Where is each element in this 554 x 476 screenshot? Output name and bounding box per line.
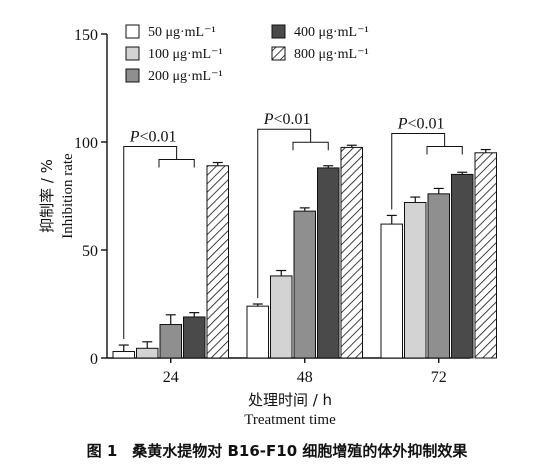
y-tick-label: 0 [90, 351, 98, 368]
bar [293, 210, 316, 359]
p-value-label: P<0.01 [397, 116, 445, 133]
x-tick-label: 48 [297, 369, 313, 386]
x-tick-label: 72 [431, 369, 447, 386]
legend-label: 50 μg·mL⁻¹ [148, 25, 216, 40]
legend-swatch [271, 46, 286, 61]
annotations: P<0.01 P<0.01 P<0.01 [123, 111, 463, 340]
p-value-label: P<0.01 [263, 111, 311, 128]
significance-bracket [292, 141, 329, 151]
legend-label: 400 μg·mL⁻¹ [294, 25, 369, 40]
legend-label: 100 μg·mL⁻¹ [148, 47, 223, 62]
significance-bracket [257, 128, 312, 298]
bar [427, 193, 450, 359]
x-tick-label: 24 [163, 369, 179, 386]
y-tick-label: 150 [74, 27, 98, 44]
legend-swatch [125, 24, 140, 39]
bars [112, 144, 497, 359]
legend-label: 800 μg·mL⁻¹ [294, 47, 369, 62]
x-axis-label-cn: 处理时间 / h [248, 391, 332, 409]
legend-swatch [271, 24, 286, 39]
significance-bracket [426, 146, 463, 155]
bar [136, 347, 159, 359]
bar [112, 351, 135, 359]
bar [404, 201, 427, 359]
bar [340, 146, 363, 359]
legend-label: 200 μg·mL⁻¹ [148, 69, 223, 84]
bar [474, 152, 497, 359]
significance-bracket [158, 159, 195, 168]
bar [206, 165, 229, 359]
figure-caption: 图 1 桑黄水提物对 B16-F10 细胞增殖的体外抑制效果 [86, 442, 468, 460]
y-axis-label-en: Inhibition rate [60, 153, 76, 239]
bar [246, 305, 269, 359]
legend-swatch [125, 68, 140, 83]
bar [451, 173, 474, 359]
axis-labels: 抑制率 / % Inhibition rate 处理时间 / h Treatment … [38, 153, 336, 428]
y-axis-label-cn: 抑制率 / % [38, 159, 56, 233]
x-axis-label-en: Treatment time [244, 412, 336, 428]
bar [159, 324, 182, 359]
p-value-label: P<0.01 [129, 129, 177, 146]
y-tick-label: 50 [82, 243, 98, 260]
legend: 50 μg·mL⁻¹ 100 μg·mL⁻¹ 200 μg·mL⁻¹ 400 μg·m… [125, 24, 369, 84]
legend-swatch [125, 46, 140, 61]
bar [317, 167, 340, 359]
bar [380, 223, 403, 359]
y-tick-label: 100 [74, 135, 98, 152]
significance-bracket [123, 146, 178, 340]
significance-bracket [391, 133, 446, 210]
bar [270, 275, 293, 359]
bar [183, 316, 206, 359]
